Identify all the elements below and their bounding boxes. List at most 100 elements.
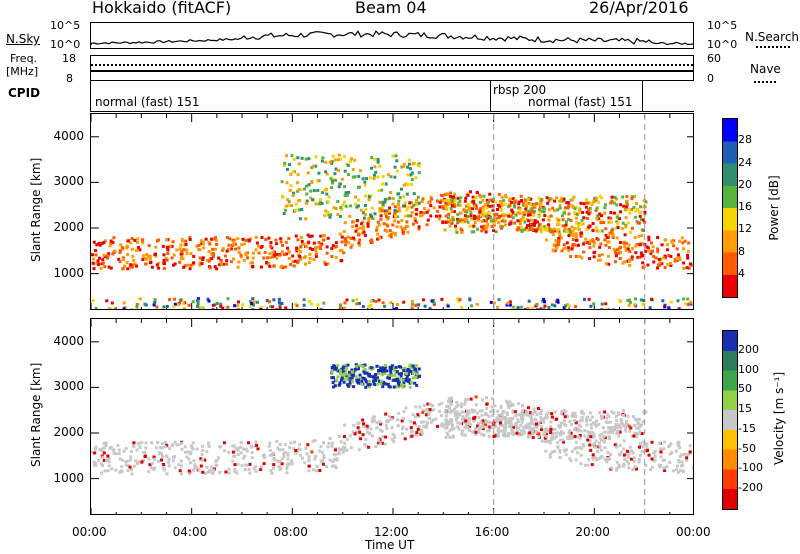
range-cell — [651, 245, 655, 249]
range-cell — [449, 191, 452, 195]
range-cell — [112, 236, 116, 240]
range-cell — [206, 470, 210, 474]
range-cell — [134, 249, 138, 252]
range-cell — [279, 265, 283, 269]
range-cell — [287, 257, 291, 260]
range-cell — [310, 166, 314, 170]
range-cell — [585, 417, 589, 421]
range-cell — [587, 458, 591, 462]
range-cell — [362, 422, 365, 426]
range-cell — [629, 230, 632, 234]
range-cell — [667, 306, 671, 309]
range-cell — [537, 432, 541, 436]
range-cell — [682, 470, 686, 474]
range-cell — [307, 469, 311, 473]
range-cell — [517, 226, 521, 230]
range-cell — [372, 177, 376, 180]
range-cell — [188, 236, 192, 239]
range-cell — [607, 434, 611, 438]
range-cell — [324, 187, 328, 191]
range-cell — [510, 428, 514, 432]
range-cell — [223, 449, 227, 453]
range-cell — [173, 302, 177, 306]
range-cell — [165, 443, 169, 447]
range-cell — [374, 170, 378, 174]
range-cell — [263, 455, 267, 459]
range-cell — [370, 240, 374, 244]
range-cell — [189, 263, 193, 267]
range-cell — [342, 372, 346, 376]
range-cell — [552, 417, 556, 421]
range-cell — [405, 375, 409, 378]
range-cell — [464, 398, 468, 401]
range-cell — [345, 448, 349, 452]
range-cell — [676, 464, 679, 468]
range-cell — [245, 463, 248, 467]
range-cell — [310, 302, 313, 306]
range-cell — [343, 441, 347, 445]
range-cell — [224, 470, 228, 474]
range-cell — [278, 442, 282, 446]
range-cell — [520, 429, 524, 433]
range-cell — [393, 434, 396, 438]
cpid-segment-1: normal (fast) 151 — [95, 95, 200, 109]
range-cell — [633, 303, 637, 307]
range-cell — [299, 236, 303, 239]
range-cell — [559, 431, 563, 435]
range-cell — [678, 446, 682, 450]
range-cell — [355, 224, 359, 228]
range-cell — [633, 215, 637, 219]
range-cell — [422, 424, 426, 428]
range-cell — [545, 433, 548, 437]
range-cell — [281, 448, 285, 452]
range-cell — [363, 443, 367, 446]
range-cell — [440, 422, 444, 426]
range-cell — [396, 379, 400, 383]
range-cell — [247, 238, 251, 242]
range-cell — [277, 301, 281, 304]
range-cell — [521, 201, 525, 205]
range-cell — [304, 262, 307, 266]
range-cell — [402, 164, 405, 168]
range-cell — [508, 300, 512, 304]
range-cell — [381, 366, 385, 370]
y-tick-label: 1000 — [53, 470, 84, 485]
range-cell — [653, 458, 657, 462]
range-cell — [469, 397, 473, 401]
range-cell — [571, 244, 575, 248]
range-cell — [474, 196, 478, 199]
range-cell — [600, 214, 603, 218]
range-cell — [268, 256, 272, 260]
range-cell — [383, 200, 387, 204]
range-cell — [380, 367, 384, 371]
range-cell — [449, 409, 453, 413]
range-cell — [391, 223, 395, 227]
range-cell — [413, 162, 417, 165]
range-cell — [316, 179, 320, 183]
range-cell — [444, 418, 448, 422]
range-cell — [170, 256, 174, 260]
range-cell — [411, 376, 415, 380]
range-cell — [622, 453, 626, 457]
range-cell — [378, 442, 382, 446]
range-cell — [183, 264, 187, 268]
range-cell — [100, 462, 103, 466]
range-cell — [178, 469, 182, 473]
range-cell — [410, 302, 414, 306]
range-cell — [526, 228, 530, 232]
range-cell — [549, 427, 553, 431]
range-cell — [545, 225, 549, 229]
range-cell — [126, 239, 130, 243]
range-cell — [511, 210, 515, 214]
range-cell — [580, 256, 584, 260]
range-cell — [627, 303, 631, 307]
range-cell — [677, 307, 681, 309]
range-cell — [597, 422, 601, 426]
range-cell — [448, 224, 452, 228]
range-cell — [669, 264, 673, 267]
range-cell — [590, 238, 594, 241]
range-cell — [290, 154, 294, 158]
range-cell — [615, 445, 619, 449]
range-cell — [250, 456, 254, 460]
range-cell — [517, 432, 521, 435]
